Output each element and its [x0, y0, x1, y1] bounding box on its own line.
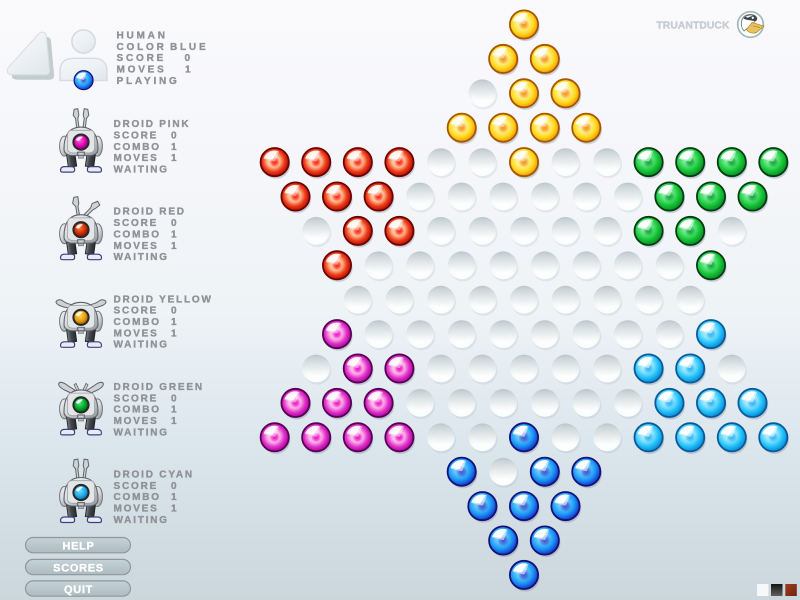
svg-text:MOVES: MOVES [114, 241, 159, 252]
svg-text:0: 0 [171, 481, 178, 492]
svg-text:DROID RED: DROID RED [114, 207, 186, 218]
svg-text:WAITING: WAITING [114, 340, 169, 351]
svg-text:0: 0 [185, 53, 193, 64]
svg-text:1: 1 [171, 405, 178, 416]
svg-text:SCORES: SCORES [53, 562, 104, 574]
svg-text:1: 1 [171, 416, 178, 427]
svg-text:1: 1 [171, 504, 178, 515]
svg-text:MOVES: MOVES [114, 328, 159, 339]
svg-text:0: 0 [171, 393, 178, 404]
svg-text:COMBO: COMBO [114, 492, 161, 503]
svg-text:COMBO: COMBO [114, 317, 161, 328]
svg-text:SCORE: SCORE [114, 306, 159, 317]
svg-text:MOVES: MOVES [114, 153, 159, 164]
svg-text:MOVES: MOVES [114, 504, 159, 515]
svg-text:HELP: HELP [62, 541, 94, 553]
svg-text:WAITING: WAITING [114, 252, 169, 263]
svg-text:COMBO: COMBO [114, 405, 161, 416]
svg-text:BLUE: BLUE [170, 42, 208, 53]
svg-text:0: 0 [171, 218, 178, 229]
svg-text:SCORE: SCORE [114, 218, 159, 229]
svg-text:MOVES: MOVES [114, 416, 159, 427]
svg-text:HUMAN: HUMAN [117, 31, 168, 42]
svg-text:WAITING: WAITING [114, 165, 169, 176]
svg-text:DROID GREEN: DROID GREEN [114, 382, 204, 393]
svg-text:COMBO: COMBO [114, 142, 161, 153]
svg-text:0: 0 [171, 130, 178, 141]
svg-text:1: 1 [171, 328, 178, 339]
svg-text:1: 1 [171, 241, 178, 252]
svg-text:SCORE: SCORE [114, 130, 159, 141]
svg-text:DROID YELLOW: DROID YELLOW [114, 294, 213, 305]
svg-text:WAITING: WAITING [114, 515, 169, 526]
svg-text:DROID PINK: DROID PINK [114, 119, 191, 130]
svg-text:QUIT: QUIT [64, 584, 93, 596]
svg-text:TRUANTDUCK: TRUANTDUCK [656, 20, 730, 31]
svg-text:1: 1 [171, 153, 178, 164]
svg-text:1: 1 [171, 492, 178, 503]
svg-text:SCORE: SCORE [114, 481, 159, 492]
svg-text:SCORE: SCORE [117, 53, 167, 64]
svg-text:1: 1 [171, 229, 178, 240]
svg-text:PLAYING: PLAYING [117, 76, 180, 87]
svg-text:0: 0 [171, 306, 178, 317]
svg-text:WAITING: WAITING [114, 427, 169, 438]
svg-text:COLOR: COLOR [117, 42, 167, 53]
svg-text:DROID CYAN: DROID CYAN [114, 470, 194, 481]
svg-text:1: 1 [185, 65, 193, 76]
svg-text:1: 1 [171, 317, 178, 328]
svg-text:COMBO: COMBO [114, 229, 161, 240]
svg-text:1: 1 [171, 142, 178, 153]
svg-text:MOVES: MOVES [117, 65, 167, 76]
svg-text:SCORE: SCORE [114, 393, 159, 404]
